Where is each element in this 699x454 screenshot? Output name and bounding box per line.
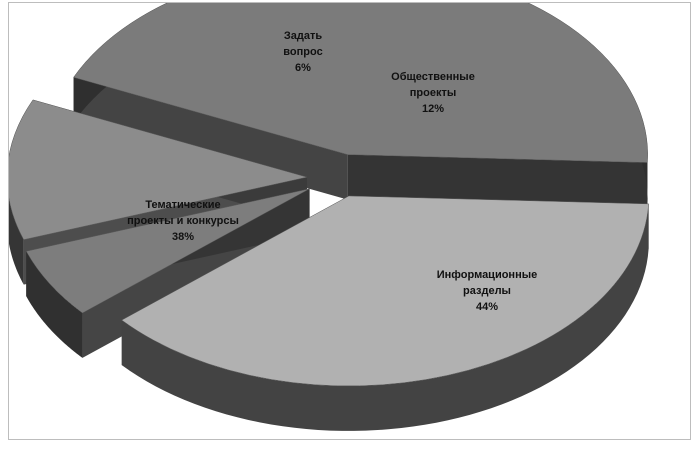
pie-slice-label-2: Задать вопрос 6% <box>283 30 322 74</box>
pie-slice-2 <box>25 188 310 358</box>
pie-slice-rim <box>121 203 649 431</box>
pie-slice-value: 38% <box>172 231 194 243</box>
pie-slice-rim <box>26 251 83 358</box>
pie-slice-label-1: Тематические проекты и конкурсы 38% <box>127 199 239 243</box>
pie-slice-cut-wall <box>73 77 348 200</box>
pie-slice-category: проекты <box>410 87 457 99</box>
pie-slice-top <box>25 188 310 314</box>
pie-chart: Информационные разделы 44% Тематические прое… <box>9 3 649 431</box>
pie-slice-1 <box>121 195 649 431</box>
chart-area: Информационные разделы 44% Тематические прое… <box>8 2 691 440</box>
pie-slice-label-0: Информационные разделы 44% <box>437 269 537 313</box>
pie-slice-0 <box>73 3 648 208</box>
pie-slice-label-3: Общественные проекты 12% <box>391 71 475 115</box>
pie-slice-top <box>9 99 308 240</box>
pie-slice-top <box>121 195 649 387</box>
pie-slice-value: 6% <box>295 62 311 74</box>
pie-slice-value: 12% <box>422 103 444 115</box>
pie-slice-category: Задать <box>284 30 322 42</box>
cropped-caption-strip <box>0 445 699 454</box>
pie-slice-value: 44% <box>476 301 498 313</box>
pie-slice-category: вопрос <box>283 46 322 58</box>
pie-slice-cut-wall <box>347 154 648 208</box>
pie-slice-category: Тематические <box>145 199 220 211</box>
pie-slice-category: Общественные <box>391 71 475 83</box>
pie-slice-category: разделы <box>463 285 511 297</box>
pie-slice-top <box>73 3 648 163</box>
pie-slice-category: Информационные <box>437 269 537 281</box>
pie-slice-category: проекты и конкурсы <box>127 215 239 227</box>
